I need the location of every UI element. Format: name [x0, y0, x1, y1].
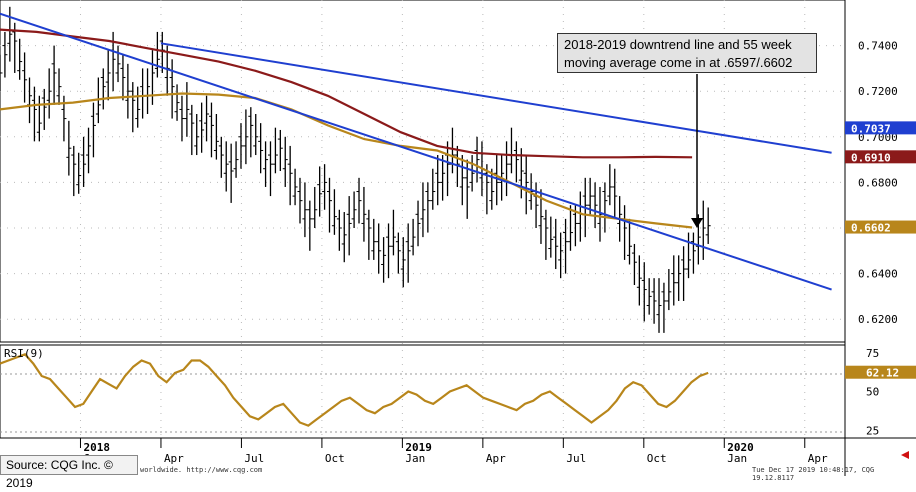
value-label-text: 0.7037 [851, 122, 891, 135]
trendline [160, 42, 832, 154]
gridlines [0, 0, 845, 438]
x-tick-label: Jan [727, 452, 747, 465]
y-tick-label: 0.6800 [858, 176, 898, 189]
trendlines [0, 12, 832, 291]
value-labels: 0.7037 0.6910 0.6602 62.12 [845, 121, 916, 380]
x-year-label: 2020 [727, 441, 754, 454]
price-bars [0, 6, 711, 333]
value-label-text: 0.6910 [851, 151, 891, 164]
rsi-tick-label: 75 [866, 347, 879, 360]
rsi-tick-label: 25 [866, 424, 879, 437]
footer-left: worldwide. http://www.cqg.com [140, 466, 263, 474]
source-label: Source: CQG Inc. © 2019 [0, 455, 138, 490]
x-tick-label: Oct [647, 452, 667, 465]
x-tick-label: Apr [808, 452, 828, 465]
x-year-label: 2018 [83, 441, 110, 454]
y-tick-label: 0.6400 [858, 268, 898, 281]
value-label-box [845, 121, 916, 135]
x-tick-labels: JanAprJulOctJanAprJulOctJanApr2018201920… [79, 438, 828, 465]
rsi-value-box [845, 365, 916, 379]
x-tick-label: Apr [486, 452, 506, 465]
x-tick-label: Oct [325, 452, 345, 465]
y-tick-label: 0.7400 [858, 40, 898, 53]
x-tick-label: Jan [405, 452, 425, 465]
y-tick-label: 0.7200 [858, 85, 898, 98]
x-tick-label: Jul [244, 452, 264, 465]
moving-averages [0, 28, 693, 229]
value-label-box [845, 220, 916, 234]
x-year-label: 2019 [405, 441, 432, 454]
moving-average-line [0, 92, 693, 229]
rsi-series [0, 353, 709, 427]
y-tick-label: 0.6200 [858, 313, 898, 326]
scroll-left-icon[interactable] [901, 451, 909, 459]
rsi-label: RSI(9) [4, 347, 44, 360]
x-tick-label: Jul [566, 452, 586, 465]
annotation-box: 2018-2019 downtrend line and 55 week mov… [557, 33, 817, 73]
x-tick-label: Apr [164, 452, 184, 465]
rsi-panel [0, 344, 846, 439]
rsi-line [0, 353, 709, 427]
value-label-text: 0.6602 [851, 222, 891, 235]
rsi-value-text: 62.12 [866, 367, 899, 380]
rsi-tick-label: 50 [866, 386, 879, 399]
annotation-arrow-head [691, 218, 703, 228]
moving-average-line [0, 28, 693, 159]
footer-right: Tue Dec 17 2019 10:48:17, CQG 19.12.8117 [752, 466, 875, 482]
trendline [0, 12, 832, 291]
value-label-box [845, 150, 916, 164]
